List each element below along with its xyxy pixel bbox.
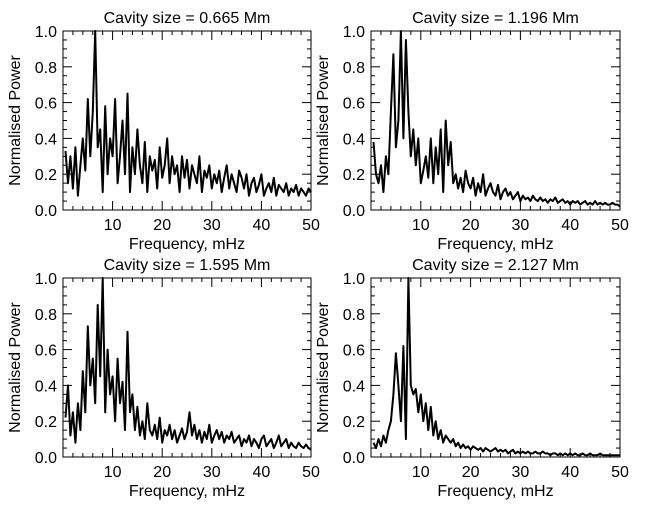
power-spectrum-line [372,277,620,457]
x-tick-label: 10 [412,464,430,481]
x-axis-label: Frequency, mHz [437,483,553,500]
y-axis-label: Normalised Power [315,301,332,432]
x-tick-label: 20 [462,464,480,481]
y-tick-label: 0.2 [35,167,57,184]
x-tick-label: 10 [412,217,430,234]
x-tick-label: 10 [104,217,122,234]
y-tick-label: 1.0 [35,24,57,41]
x-axis-label: Frequency, mHz [129,483,245,500]
panel-4: 10 20 30 40 50 0.0 0.2 0.4 0.6 0.8 1.0 Cavity size … [315,257,629,500]
x-tick-label: 40 [561,217,579,234]
y-tick-label: 0.0 [343,203,365,220]
chart-title: Cavity size = 1.196 Mm [412,10,579,27]
y-tick-label: 0.8 [35,60,57,77]
x-tick-label: 50 [611,464,629,481]
y-axis-label: Normalised Power [7,301,24,432]
x-tick-label: 30 [203,217,221,234]
x-tick-label: 50 [611,217,629,234]
y-tick-label: 1.0 [343,271,365,288]
x-tick-label: 30 [203,464,221,481]
power-spectrum-line [372,30,621,208]
y-tick-label: 0.6 [35,343,57,360]
y-axis-label: Normalised Power [7,54,24,185]
y-tick-label: 0.8 [343,60,365,77]
x-tick-label: 30 [512,464,530,481]
y-tick-label: 0.2 [343,414,365,431]
y-tick-label: 0.0 [35,203,57,220]
chart-title: Cavity size = 2.127 Mm [412,257,579,274]
chart-title: Cavity size = 1.595 Mm [104,257,271,274]
panel-1: 10 20 30 40 50 0.0 0.2 0.4 0.6 0.8 1.0 Cavity size … [7,10,320,253]
x-tick-label: 20 [462,217,480,234]
y-tick-label: 0.4 [35,378,57,395]
x-axis-label: Frequency, mHz [437,236,553,253]
y-tick-label: 0.8 [343,307,365,324]
y-tick-label: 0.4 [343,378,365,395]
y-axis-label: Normalised Power [315,54,332,185]
y-tick-label: 1.0 [343,24,365,41]
y-tick-label: 0.6 [343,96,365,113]
panel-2: 10 20 30 40 50 0.0 0.2 0.4 0.6 0.8 1.0 Cavity size … [315,10,629,253]
x-tick-label: 10 [104,464,122,481]
y-tick-label: 0.4 [343,131,365,148]
x-tick-label: 50 [302,217,320,234]
y-tick-label: 0.6 [343,343,365,360]
y-tick-label: 0.8 [35,307,57,324]
x-tick-label: 20 [153,217,171,234]
x-tick-label: 40 [561,464,579,481]
power-spectrum-line [64,30,312,197]
y-tick-label: 0.6 [35,96,57,113]
y-tick-label: 0.0 [343,450,365,467]
x-tick-label: 50 [302,464,320,481]
y-tick-label: 0.0 [35,450,57,467]
y-tick-label: 0.4 [35,131,57,148]
y-tick-label: 1.0 [35,271,57,288]
x-tick-label: 20 [153,464,171,481]
x-tick-label: 40 [253,464,271,481]
y-tick-label: 0.2 [343,167,365,184]
chart-title: Cavity size = 0.665 Mm [104,10,271,27]
power-spectrum-line [64,277,312,451]
y-tick-label: 0.2 [35,414,57,431]
panel-3: 10 20 30 40 50 0.0 0.2 0.4 0.6 0.8 1.0 Cavity size … [7,257,320,500]
x-tick-label: 40 [253,217,271,234]
x-axis-label: Frequency, mHz [129,236,245,253]
x-tick-label: 30 [512,217,530,234]
